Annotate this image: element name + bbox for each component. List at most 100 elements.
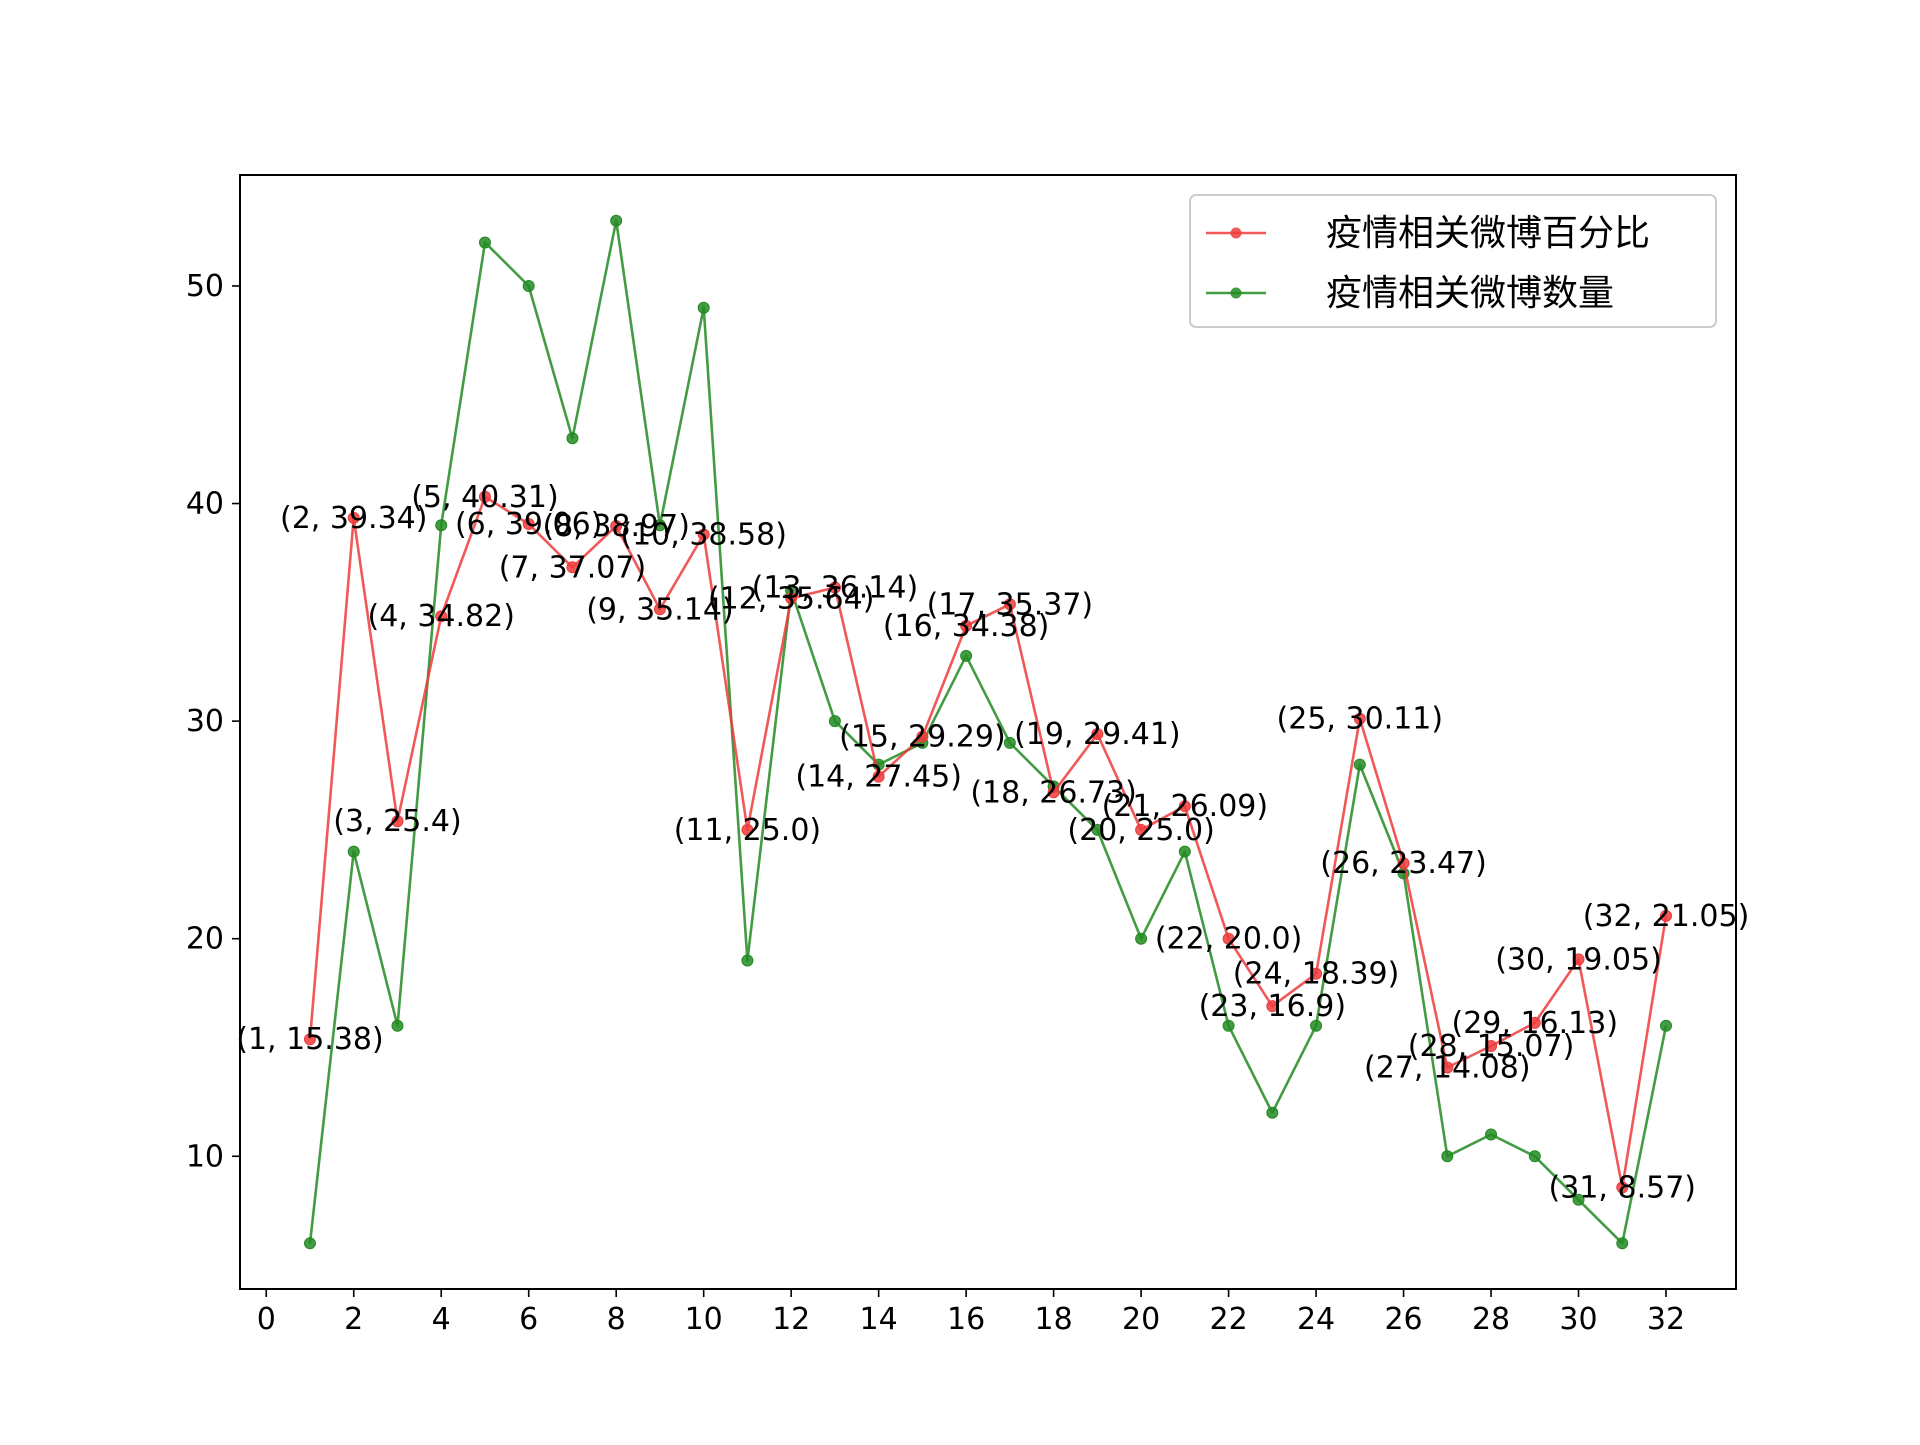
point-value-label: (32, 21.05) bbox=[1583, 899, 1750, 934]
legend-label: 疫情相关微博数量 bbox=[1326, 273, 1614, 314]
data-point-count bbox=[1353, 758, 1366, 771]
point-value-label: (4, 34.82) bbox=[367, 599, 514, 634]
data-point-count bbox=[960, 649, 973, 662]
legend-box bbox=[1189, 194, 1717, 328]
data-point-count bbox=[1572, 1193, 1585, 1206]
point-value-label: (6, 39.06) bbox=[455, 507, 602, 542]
point-value-label: (9, 35.14) bbox=[586, 592, 733, 627]
data-point-percentage bbox=[960, 619, 973, 632]
y-tick-label: 50 bbox=[186, 269, 224, 304]
data-point-count bbox=[1091, 823, 1104, 836]
point-value-label: (23, 16.9) bbox=[1199, 989, 1346, 1024]
data-point-percentage bbox=[566, 561, 579, 574]
point-value-label: (31, 8.57) bbox=[1549, 1170, 1696, 1205]
point-value-label: (22, 20.0) bbox=[1155, 922, 1302, 957]
y-tick-label: 20 bbox=[186, 922, 224, 957]
data-point-percentage bbox=[916, 730, 929, 743]
x-tick-label: 0 bbox=[257, 1302, 276, 1337]
data-point-count bbox=[828, 715, 841, 728]
point-value-label: (26, 23.47) bbox=[1320, 846, 1487, 881]
legend-marker bbox=[1230, 227, 1242, 239]
data-point-percentage bbox=[610, 519, 623, 532]
data-point-count bbox=[1528, 1150, 1541, 1163]
point-value-label: (24, 18.39) bbox=[1233, 957, 1400, 992]
data-point-count bbox=[1660, 1019, 1673, 1032]
legend-marker bbox=[1230, 287, 1242, 299]
x-tick-label: 24 bbox=[1297, 1302, 1335, 1337]
point-value-label: (5, 40.31) bbox=[411, 480, 558, 515]
data-point-percentage bbox=[391, 815, 404, 828]
data-point-count bbox=[653, 519, 666, 532]
point-value-label: (21, 26.09) bbox=[1102, 789, 1269, 824]
data-point-percentage bbox=[653, 603, 666, 616]
point-value-label: (16, 34.38) bbox=[883, 609, 1050, 644]
x-tick-label: 18 bbox=[1035, 1302, 1073, 1337]
x-tick-label: 4 bbox=[432, 1302, 451, 1337]
y-tick-label: 10 bbox=[186, 1139, 224, 1174]
data-point-count bbox=[478, 236, 491, 249]
data-point-count bbox=[1135, 932, 1148, 945]
data-point-percentage bbox=[741, 823, 754, 836]
data-point-percentage bbox=[1353, 712, 1366, 725]
data-point-count bbox=[435, 519, 448, 532]
point-value-label: (18, 26.73) bbox=[970, 775, 1137, 810]
data-point-count bbox=[1003, 736, 1016, 749]
data-point-percentage bbox=[347, 511, 360, 524]
point-value-label: (2, 39.34) bbox=[280, 501, 427, 536]
point-value-label: (27, 14.08) bbox=[1364, 1051, 1531, 1086]
data-point-percentage bbox=[303, 1033, 316, 1046]
point-value-label: (19, 29.41) bbox=[1014, 717, 1181, 752]
x-tick-label: 32 bbox=[1647, 1302, 1685, 1337]
point-value-label: (29, 16.13) bbox=[1452, 1006, 1619, 1041]
data-point-percentage bbox=[1528, 1016, 1541, 1029]
data-point-percentage bbox=[1310, 967, 1323, 980]
x-tick-label: 22 bbox=[1209, 1302, 1247, 1337]
data-point-percentage bbox=[872, 770, 885, 783]
x-tick-label: 16 bbox=[947, 1302, 985, 1337]
data-point-count bbox=[1441, 1150, 1454, 1163]
data-point-percentage bbox=[478, 490, 491, 503]
data-point-percentage bbox=[1485, 1039, 1498, 1052]
x-tick-label: 8 bbox=[607, 1302, 626, 1337]
data-point-count bbox=[1266, 1106, 1279, 1119]
data-point-percentage bbox=[1003, 598, 1016, 611]
x-tick-label: 30 bbox=[1559, 1302, 1597, 1337]
data-point-percentage bbox=[1222, 932, 1235, 945]
point-value-label: (28, 15.07) bbox=[1408, 1029, 1575, 1064]
x-tick-label: 6 bbox=[519, 1302, 538, 1337]
data-point-percentage bbox=[1397, 857, 1410, 870]
data-point-percentage bbox=[1091, 727, 1104, 740]
point-value-label: (1, 15.38) bbox=[236, 1022, 383, 1057]
point-value-label: (15, 29.29) bbox=[839, 720, 1006, 755]
x-tick-label: 2 bbox=[344, 1302, 363, 1337]
plot-area-frame bbox=[239, 174, 1737, 1290]
data-point-count bbox=[566, 432, 579, 445]
x-tick-label: 14 bbox=[860, 1302, 898, 1337]
point-value-label: (3, 25.4) bbox=[333, 804, 461, 839]
x-tick-label: 10 bbox=[685, 1302, 723, 1337]
data-point-count bbox=[610, 214, 623, 227]
data-point-count bbox=[741, 954, 754, 967]
x-tick-label: 12 bbox=[772, 1302, 810, 1337]
data-point-percentage bbox=[1266, 1000, 1279, 1013]
data-point-percentage bbox=[785, 592, 798, 605]
x-tick-label: 28 bbox=[1472, 1302, 1510, 1337]
data-point-count bbox=[347, 845, 360, 858]
data-point-percentage bbox=[435, 610, 448, 623]
point-value-label: (13, 36.14) bbox=[752, 571, 919, 606]
data-point-percentage bbox=[522, 517, 535, 530]
data-point-percentage bbox=[1178, 800, 1191, 813]
point-value-label: (20, 25.0) bbox=[1067, 813, 1214, 848]
data-point-percentage bbox=[1047, 786, 1060, 799]
data-point-percentage bbox=[1441, 1061, 1454, 1074]
point-value-label: (11, 25.0) bbox=[674, 813, 821, 848]
point-value-label: (8, 38.97) bbox=[542, 509, 689, 544]
data-point-count bbox=[391, 1019, 404, 1032]
data-point-count bbox=[697, 301, 710, 314]
data-point-percentage bbox=[1572, 953, 1585, 966]
point-value-label: (7, 37.07) bbox=[499, 550, 646, 585]
legend-label: 疫情相关微博百分比 bbox=[1326, 213, 1650, 254]
data-point-percentage bbox=[1616, 1181, 1629, 1194]
x-tick-label: 20 bbox=[1122, 1302, 1160, 1337]
